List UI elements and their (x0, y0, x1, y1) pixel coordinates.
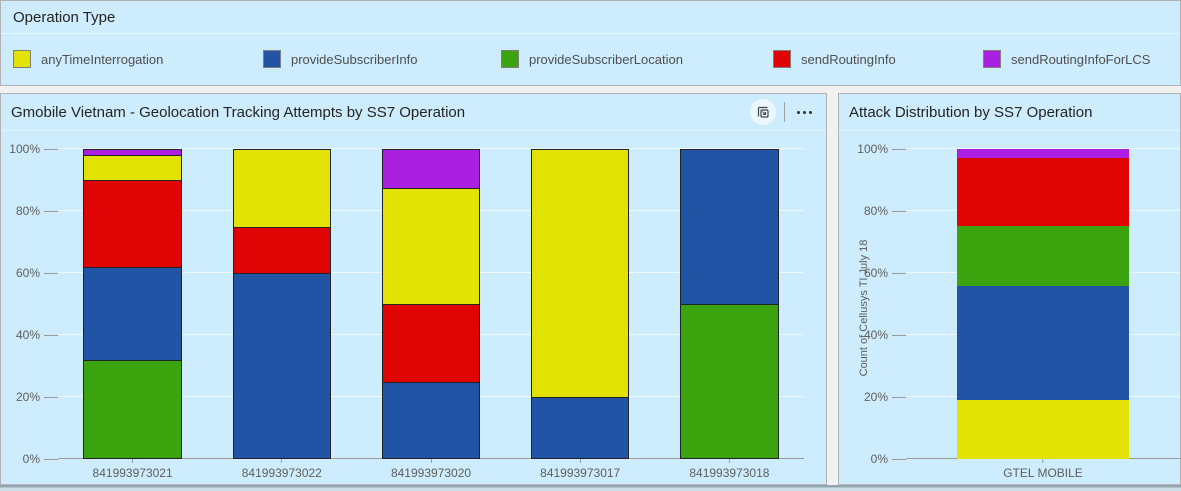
plot-area (58, 148, 804, 459)
y-tick-label: 20% (864, 390, 906, 404)
y-tick-label: 80% (864, 204, 906, 218)
y-tick-label: 60% (16, 266, 58, 280)
segment-provideSubscriberInfo[interactable] (680, 149, 779, 305)
legend-item-label: anyTimeInterrogation (41, 51, 164, 67)
y-axis-ticks: 0% 20% 40% 60% 80% 100% (849, 142, 906, 466)
segment-provideSubscriberInfo[interactable] (381, 381, 481, 459)
segment-sendRoutingInfo[interactable] (381, 304, 481, 383)
x-tick-GTEL MOBILE: GTEL MOBILE (1003, 459, 1083, 480)
bars-container (906, 149, 1180, 459)
segment-provideSubscriberLocation[interactable] (680, 304, 779, 459)
segment-sendRoutingInfoForLCS[interactable] (381, 149, 481, 189)
bars-container (58, 149, 804, 459)
legend-item-provideSubscriberLocation[interactable]: provideSubscriberLocation (501, 50, 683, 68)
right-panel-title: Attack Distribution by SS7 Operation (849, 103, 1093, 121)
segment-anyTimeInterrogation[interactable] (956, 398, 1130, 459)
bar-slot (356, 149, 505, 459)
right-panel-header: Attack Distribution by SS7 Operation (839, 94, 1180, 131)
bar-slot (906, 149, 1180, 459)
y-tick-label: 40% (864, 328, 906, 342)
legend-item-provideSubscriberInfo[interactable]: provideSubscriberInfo (263, 50, 417, 68)
segment-sendRoutingInfo[interactable] (956, 156, 1130, 226)
left-panel-title: Gmobile Vietnam - Geolocation Tracking A… (11, 103, 466, 121)
stacked-bar-GTEL MOBILE[interactable] (956, 149, 1130, 459)
segment-sendRoutingInfo[interactable] (232, 226, 332, 274)
x-tick-841993973017: 841993973017 (540, 459, 620, 480)
segment-sendRoutingInfoForLCS[interactable] (956, 149, 1130, 158)
legend-item-label: provideSubscriberLocation (529, 51, 683, 67)
red-swatch-icon (773, 50, 791, 68)
gridline (906, 148, 1180, 149)
segment-anyTimeInterrogation[interactable] (232, 149, 332, 228)
legend-panel-header: Operation Type (1, 1, 1180, 34)
legend-item-label: sendRoutingInfo (801, 51, 896, 67)
blue-swatch-icon (263, 50, 281, 68)
clipped-next-row-edge (0, 485, 1181, 491)
bar-slot (58, 149, 207, 459)
legend-item-label: sendRoutingInfoForLCS (1011, 51, 1151, 67)
more-options-icon[interactable] (793, 107, 816, 118)
segment-provideSubscriberLocation[interactable] (83, 359, 182, 459)
y-tick-label: 0% (23, 452, 58, 466)
segment-sendRoutingInfoForLCS[interactable] (83, 149, 182, 157)
segment-provideSubscriberInfo[interactable] (956, 285, 1130, 400)
legend-panel-title: Operation Type (13, 8, 116, 26)
stacked-bar-841993973022[interactable] (232, 149, 332, 459)
plot-area (906, 148, 1180, 459)
visual-toolbar (750, 99, 816, 125)
copy-visual-glyph (757, 106, 769, 118)
x-tick-841993973021: 841993973021 (93, 459, 173, 480)
stacked-bar-841993973017[interactable] (530, 149, 630, 459)
y-tick-label: 0% (871, 452, 906, 466)
y-tick-label: 40% (16, 328, 58, 342)
segment-provideSubscriberInfo[interactable] (83, 266, 182, 361)
legend-item-anyTimeInterrogation[interactable]: anyTimeInterrogation (13, 50, 163, 68)
stacked-bar-841993973020[interactable] (381, 149, 481, 459)
x-axis-ticks: 841993973021 841993973022 841993973020 8419… (58, 459, 804, 484)
purple-swatch-icon (983, 50, 1001, 68)
gmobile-chart-body: 0% 20% 40% 60% 80% 100% 841993973021 841993973… (1, 131, 826, 484)
operation-type-legend-panel: Operation Type anyTimeInterrogation provi… (0, 0, 1181, 86)
y-tick-label: 100% (9, 142, 58, 156)
segment-provideSubscriberLocation[interactable] (956, 224, 1130, 287)
segment-anyTimeInterrogation[interactable] (530, 149, 630, 398)
segment-provideSubscriberInfo[interactable] (232, 273, 332, 459)
y-tick-label: 60% (864, 266, 906, 280)
y-tick-label: 80% (16, 204, 58, 218)
x-tick-841993973020: 841993973020 (391, 459, 471, 480)
left-panel-header: Gmobile Vietnam - Geolocation Tracking A… (1, 94, 826, 131)
legend-item-label: provideSubscriberInfo (291, 51, 418, 67)
y-tick-label: 20% (16, 390, 58, 404)
stacked-bar-841993973021[interactable] (83, 149, 182, 459)
bar-slot (655, 149, 804, 459)
x-axis-ticks: GTEL MOBILE (906, 459, 1180, 484)
gridline (58, 148, 804, 149)
legend-item-sendRoutingInfoForLCS[interactable]: sendRoutingInfoForLCS (983, 50, 1150, 68)
segment-anyTimeInterrogation[interactable] (381, 187, 481, 305)
toolbar-divider (784, 102, 785, 122)
yellow-swatch-icon (13, 50, 31, 68)
attack-distribution-panel: Attack Distribution by SS7 Operation Cou… (838, 93, 1181, 485)
legend-items-row: anyTimeInterrogation provideSubscriberInf… (1, 34, 1180, 84)
y-tick-label: 100% (857, 142, 906, 156)
bar-slot (207, 149, 356, 459)
bar-slot (506, 149, 655, 459)
x-tick-841993973022: 841993973022 (242, 459, 322, 480)
attack-distribution-chart-body: Count of Cellusys TI July 18 0% 20% 40% 60%… (839, 131, 1180, 484)
y-axis-ticks: 0% 20% 40% 60% 80% 100% (1, 142, 58, 466)
segment-provideSubscriberInfo[interactable] (530, 397, 630, 459)
stacked-bar-841993973018[interactable] (680, 149, 779, 459)
gmobile-chart-panel: Gmobile Vietnam - Geolocation Tracking A… (0, 93, 827, 485)
segment-anyTimeInterrogation[interactable] (83, 155, 182, 181)
x-tick-841993973018: 841993973018 (689, 459, 769, 480)
copy-visual-icon[interactable] (750, 99, 776, 125)
legend-item-sendRoutingInfo[interactable]: sendRoutingInfo (773, 50, 896, 68)
green-swatch-icon (501, 50, 519, 68)
segment-sendRoutingInfo[interactable] (83, 180, 182, 268)
